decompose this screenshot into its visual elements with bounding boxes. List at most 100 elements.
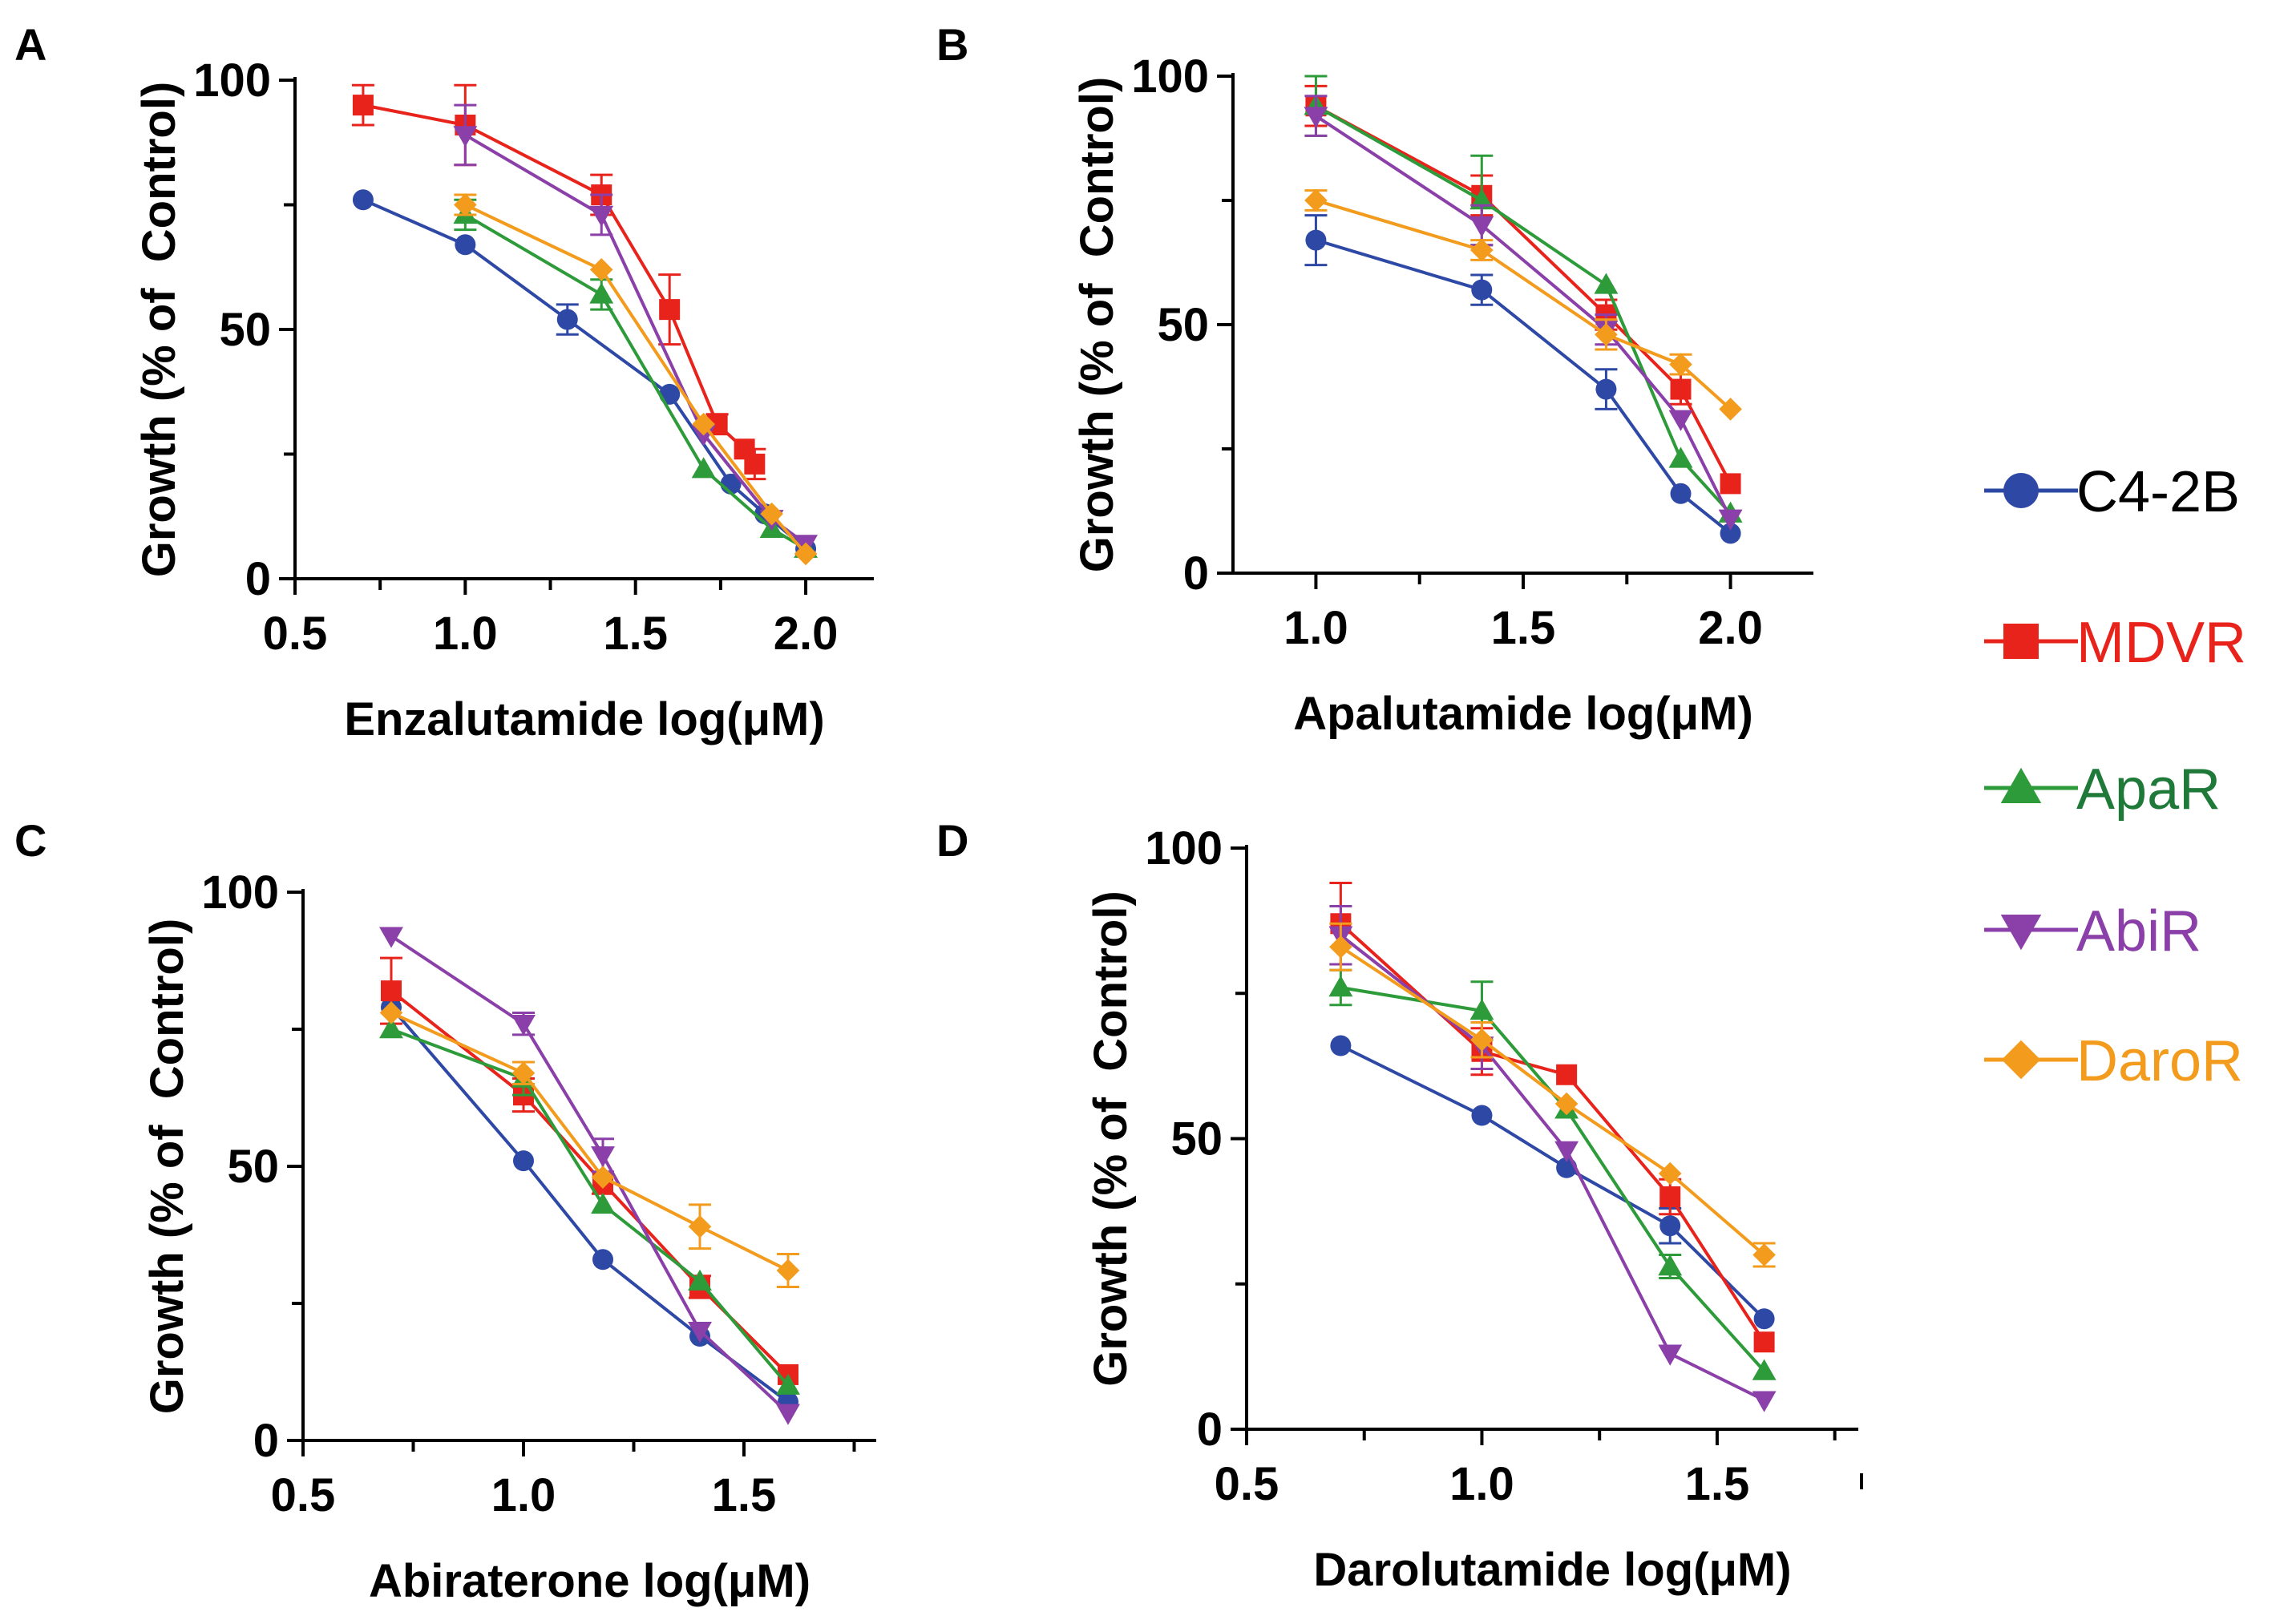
data-point-c4-2b — [1670, 483, 1692, 504]
data-point-apar — [1658, 1254, 1683, 1276]
y-tick-label: 100 — [1131, 50, 1209, 103]
data-point-c4-2b — [513, 1150, 534, 1172]
legend-marker-c4-2b — [2003, 473, 2039, 508]
legend-marker-mdvr — [2003, 624, 2039, 659]
data-point-c4-2b — [1471, 1105, 1493, 1126]
panel-letter-b: B — [936, 19, 968, 70]
y-tick-label: 0 — [1183, 547, 1209, 600]
x-tick-label: 1.5 — [712, 1469, 777, 1521]
x-tick-label: 0.5 — [263, 608, 328, 660]
y-tick-label: 100 — [201, 867, 279, 919]
data-point-daror — [1752, 1243, 1776, 1266]
y-tick-label: 0 — [1197, 1404, 1223, 1456]
data-point-daror — [1329, 935, 1352, 959]
panel-d: D 0 50 100 0.5 1.0 1.5 Darolutamide log(μM) Gro… — [936, 815, 1863, 1596]
panel-c: C 0 50 100 0.5 1.0 1.5 Abiraterone log(μM) Grow… — [14, 815, 876, 1607]
data-point-abir — [1658, 1344, 1683, 1366]
data-point-mdvr — [352, 95, 374, 116]
legend-label: ApaR — [2076, 757, 2221, 822]
data-point-abir — [591, 1146, 615, 1168]
data-point-c4-2b — [455, 234, 476, 256]
x-tick-label: 1.0 — [1283, 602, 1348, 654]
data-point-mdvr — [1659, 1186, 1681, 1207]
data-point-daror — [591, 1165, 615, 1189]
legend-item-mdvr: MDVR — [1984, 611, 2246, 675]
data-point-daror — [760, 502, 783, 526]
data-point-apar — [589, 282, 614, 304]
legend-marker-abir — [2000, 915, 2042, 951]
data-point-mdvr — [1670, 378, 1692, 400]
data-point-daror — [589, 258, 613, 281]
data-point-daror — [1595, 323, 1618, 346]
y-tick-label: 50 — [219, 304, 271, 356]
x-axis-title: Darolutamide log(μM) — [1313, 1544, 1791, 1596]
data-point-mdvr — [381, 980, 402, 1002]
panel-letter-d: D — [936, 815, 968, 866]
legend: C4-2B MDVR ApaR AbiR DaroR — [1984, 460, 2246, 1093]
data-point-apar — [688, 1269, 712, 1291]
data-point-abir — [379, 927, 403, 948]
data-point-abir — [1752, 1391, 1777, 1412]
x-tick-label: 2.0 — [774, 608, 839, 660]
data-point-c4-2b — [556, 309, 578, 330]
data-point-daror — [794, 542, 818, 566]
data-point-abir — [589, 205, 614, 227]
legend-item-c4-2b: C4-2B — [1984, 460, 2240, 524]
legend-label: DaroR — [2076, 1029, 2243, 1093]
panel-letter-c: C — [14, 815, 46, 866]
y-tick-label: 0 — [245, 553, 271, 605]
legend-label: MDVR — [2076, 611, 2246, 675]
y-axis-title: Growth (% of Control) — [1085, 891, 1137, 1387]
x-tick-label: 1.0 — [433, 608, 498, 660]
data-point-apar — [1752, 1359, 1777, 1380]
data-point-mdvr — [1753, 1331, 1775, 1353]
legend-marker-apar — [2000, 767, 2042, 803]
series-daror — [379, 1001, 800, 1288]
data-point-daror — [688, 1214, 712, 1238]
panel-b: B 0 50 100 1.0 1.5 2.0 Apalutamide log(μM) Grow… — [936, 19, 1813, 740]
data-point-daror — [1554, 1092, 1579, 1116]
legend-item-daror: DaroR — [1984, 1029, 2243, 1093]
data-point-abir — [688, 1321, 712, 1343]
legend-item-abir: AbiR — [1984, 899, 2201, 963]
data-point-c4-2b — [1305, 229, 1327, 251]
x-tick-label: 1.0 — [1449, 1458, 1514, 1510]
data-point-mdvr — [659, 299, 681, 321]
x-tick-label: 0.5 — [271, 1469, 336, 1521]
legend-item-apar: ApaR — [1984, 757, 2221, 822]
data-point-apar — [1469, 999, 1494, 1020]
data-point-abir — [1304, 107, 1328, 128]
data-point-apar — [379, 1017, 403, 1039]
data-point-apar — [776, 1373, 800, 1395]
x-tick-label: 1.5 — [603, 608, 668, 660]
y-tick-label: 0 — [253, 1415, 279, 1467]
data-point-apar — [1668, 446, 1693, 468]
y-axis-title: Growth (% of Control) — [133, 82, 185, 578]
x-tick-label: 1.5 — [1685, 1458, 1750, 1510]
x-axis-title: Abiraterone log(μM) — [369, 1555, 811, 1607]
data-point-c4-2b — [1720, 523, 1741, 544]
series-daror — [1329, 922, 1776, 1268]
legend-label: AbiR — [2076, 899, 2201, 963]
data-point-daror — [379, 1001, 403, 1024]
data-point-daror — [692, 412, 715, 436]
data-point-mdvr — [1556, 1064, 1578, 1085]
data-point-daror — [1669, 353, 1692, 376]
data-point-c4-2b — [1471, 279, 1493, 301]
x-axis-title: Enzalutamide log(μM) — [344, 693, 824, 745]
data-point-apar — [1594, 273, 1619, 294]
series-daror — [1304, 188, 1742, 421]
data-point-abir — [1469, 216, 1494, 237]
data-point-abir — [1668, 410, 1693, 431]
x-tick-label: 2.0 — [1698, 602, 1763, 654]
x-tick-label: 0.5 — [1215, 1458, 1279, 1510]
data-point-daror — [1719, 398, 1742, 421]
data-point-abir — [1718, 509, 1743, 531]
data-point-daror — [454, 193, 477, 216]
data-point-abir — [511, 1014, 536, 1036]
data-point-daror — [776, 1258, 800, 1283]
y-tick-label: 50 — [227, 1141, 279, 1193]
data-point-mdvr — [1720, 473, 1741, 495]
